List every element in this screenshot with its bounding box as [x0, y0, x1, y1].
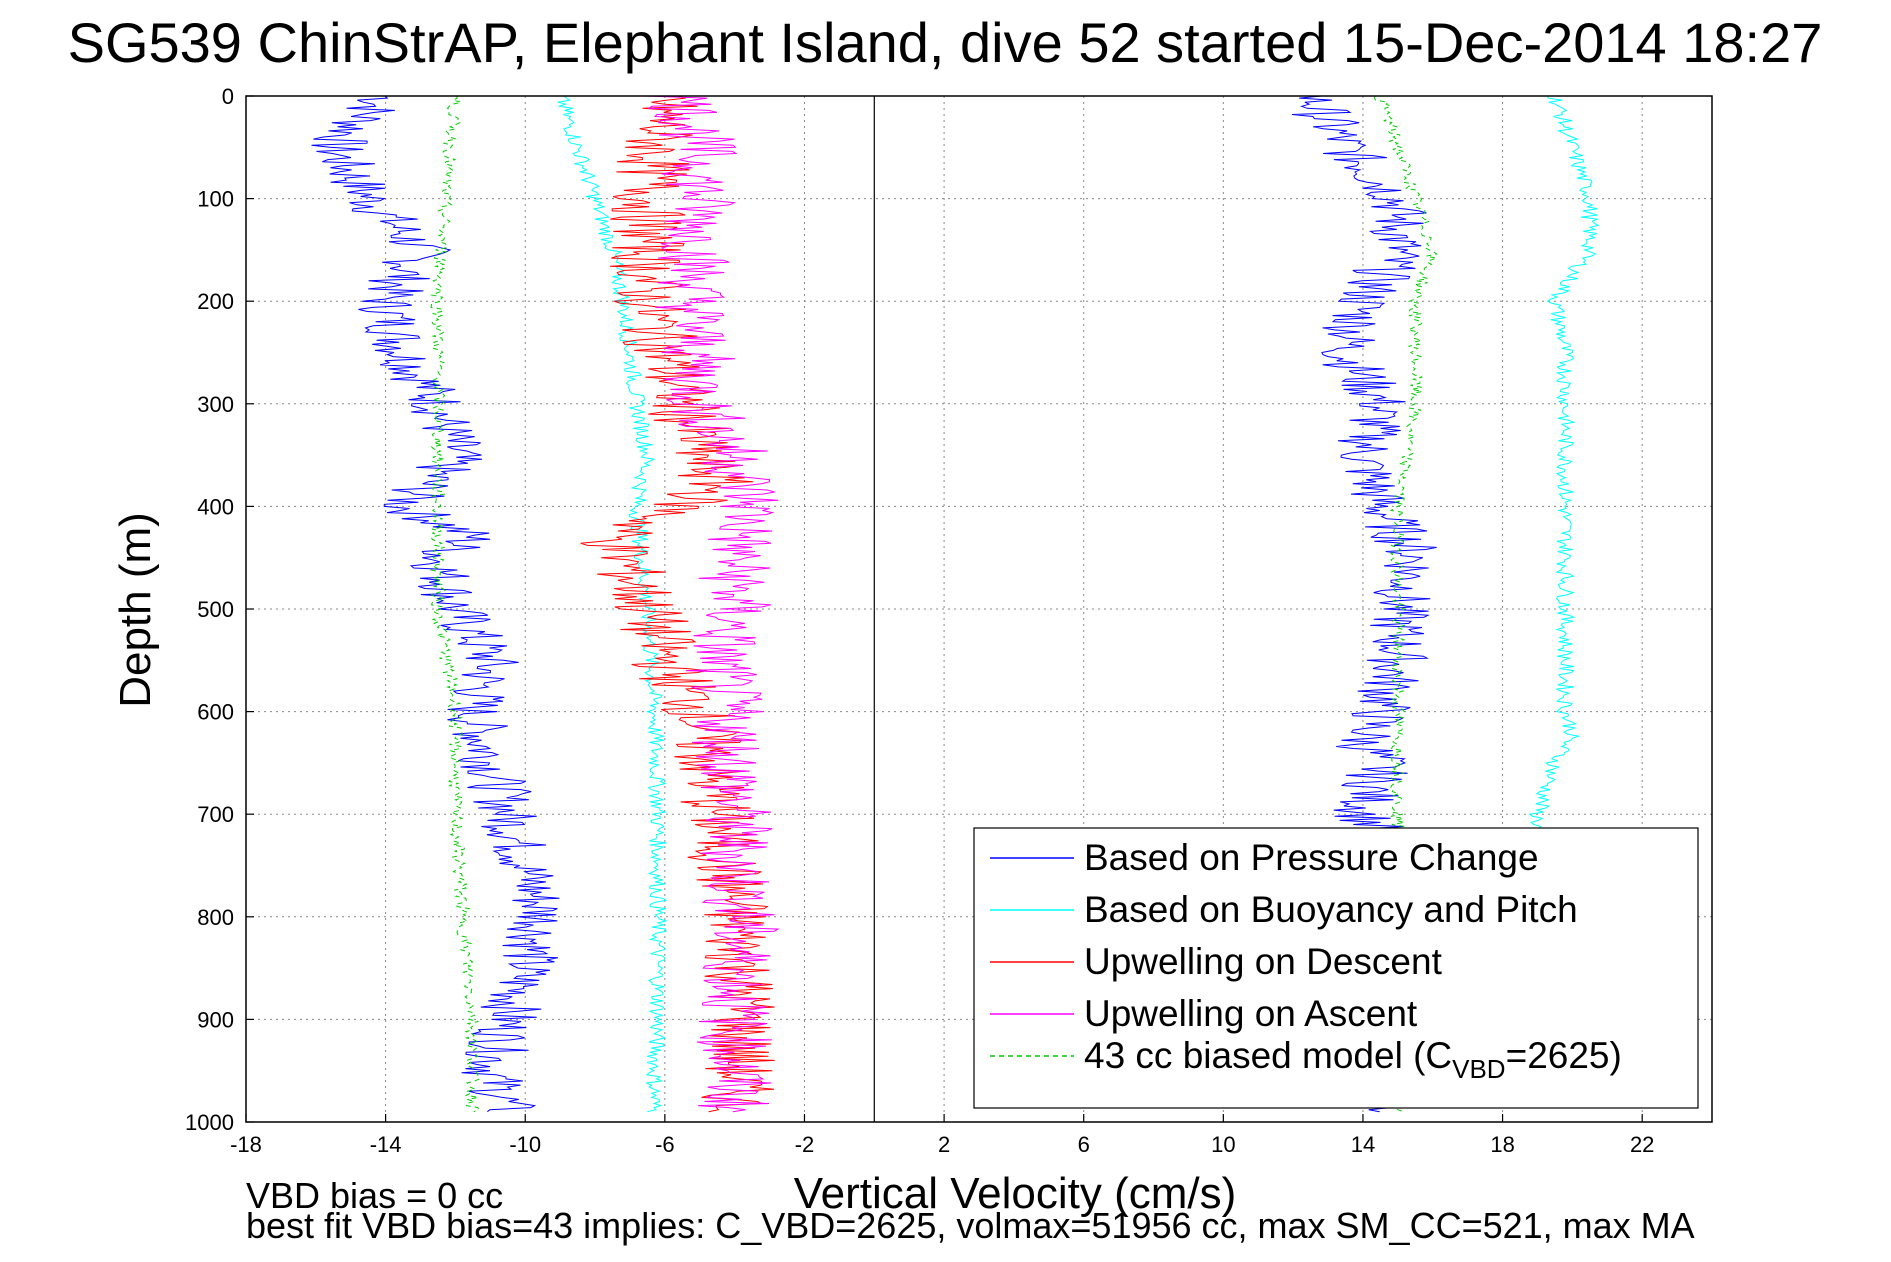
x-tick-label: 2: [938, 1132, 950, 1157]
legend: Based on Pressure Change Based on Buoyanc…: [973, 827, 1699, 1109]
y-tick-label: 1000: [185, 1110, 234, 1135]
series-3-line: [644, 95, 780, 1113]
note-best-fit: best fit VBD bias=43 implies: C_VBD=2625…: [246, 1205, 1695, 1246]
x-tick-label: 18: [1490, 1132, 1514, 1157]
x-tick-label: -14: [370, 1132, 402, 1157]
x-tick-label: -10: [509, 1132, 541, 1157]
y-tick-label: 200: [197, 289, 234, 314]
note-vbd-bias: VBD bias = 0 cc: [246, 1175, 503, 1216]
y-tick-label: 600: [197, 700, 234, 725]
x-tick-label: -2: [795, 1132, 815, 1157]
y-tick-label: 300: [197, 392, 234, 417]
series-1-ascent-line: [1528, 95, 1600, 836]
y-tick-label: 0: [222, 84, 234, 109]
legend-label-2: Upwelling on Descent: [1084, 941, 1443, 982]
series-4-descent-line: [429, 95, 481, 1113]
x-tick-label: 6: [1078, 1132, 1090, 1157]
x-tick-label: -18: [230, 1132, 262, 1157]
series-0-descent-line: [311, 95, 560, 1113]
legend-label-3: Upwelling on Ascent: [1084, 993, 1418, 1034]
x-axis-label: Vertical Velocity (cm/s): [794, 1169, 1237, 1218]
x-tick-label: 14: [1351, 1132, 1375, 1157]
y-tick-label: 900: [197, 1007, 234, 1032]
legend-label-4: 43 cc biased model (CVBD=2625): [1084, 1035, 1622, 1084]
legend-label-0: Based on Pressure Change: [1084, 837, 1539, 878]
legend-label-end: =2625): [1506, 1035, 1622, 1076]
y-tick-label: 700: [197, 802, 234, 827]
series-2-line: [580, 95, 775, 1113]
x-tick-label: 10: [1211, 1132, 1235, 1157]
series-4-ascent-line: [1373, 95, 1439, 1113]
legend-label-main: 43 cc biased model (C: [1084, 1035, 1452, 1076]
y-axis-label: Depth (m): [111, 512, 160, 708]
x-tick-label: -6: [655, 1132, 675, 1157]
y-tick-label: 500: [197, 597, 234, 622]
ticks: -18 -14 -10 -6 -2 2 6 10 14 18 22 0 100 200 300 400 500 6…: [185, 84, 1654, 1157]
x-tick-label: 22: [1630, 1132, 1654, 1157]
chart-title: SG539 ChinStrAP, Elephant Island, dive 5…: [68, 11, 1823, 74]
y-tick-label: 800: [197, 905, 234, 930]
y-tick-label: 100: [197, 187, 234, 212]
legend-box: [973, 827, 1699, 1109]
legend-label-subscript: VBD: [1452, 1054, 1505, 1084]
y-tick-label: 400: [197, 494, 234, 519]
legend-label-1: Based on Buoyancy and Pitch: [1084, 889, 1578, 930]
